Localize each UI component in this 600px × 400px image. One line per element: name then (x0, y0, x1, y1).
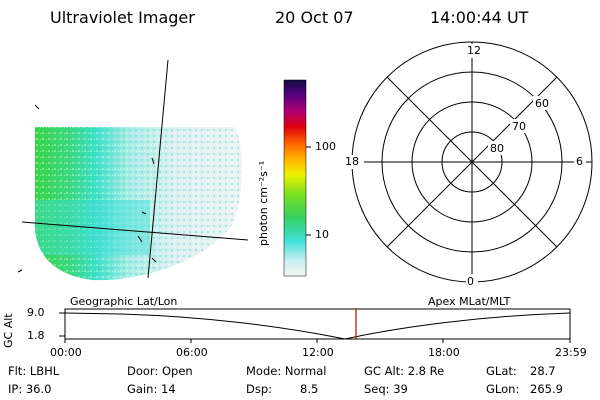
colorbar-tick-label: 100 (315, 140, 336, 153)
time-tick: 06:00 (176, 346, 208, 359)
gc-alt-curve (64, 312, 571, 340)
glon-label: GLon: (486, 382, 520, 396)
geographic-label: Geographic Lat/Lon (70, 295, 178, 308)
mlt-label-0: 0 (467, 275, 474, 288)
time-label: 14:00:44 UT (430, 8, 529, 27)
time-tick: 23:59 (555, 346, 587, 359)
lat-label-80: 80 (490, 142, 504, 155)
gc-alt-tick: 9.0 (27, 306, 45, 319)
lat-label-60: 60 (535, 97, 549, 110)
mlt-label-12: 12 (467, 44, 481, 57)
dsp-value: 8.5 (300, 382, 319, 396)
tick-mark (17, 269, 23, 273)
ip-info: IP: 36.0 (8, 382, 52, 396)
mlt-label-6: 6 (576, 155, 583, 168)
parallel-line (21, 221, 249, 241)
tick-mark (151, 157, 155, 165)
tick-mark (151, 257, 157, 263)
polar-plot (351, 41, 593, 283)
date-label: 20 Oct 07 (275, 8, 354, 27)
dsp-label: Dsp: (246, 382, 273, 396)
tick-mark (34, 104, 40, 110)
glat-value: 28.7 (530, 364, 556, 378)
colorbar-unit-label: photon cm⁻²s⁻¹ (257, 160, 270, 246)
lat-label-70: 70 (512, 120, 526, 133)
colorbar (283, 79, 307, 277)
gc-alt-info: GC Alt: 2.8 Re (364, 364, 445, 378)
gc-alt-axis-label: GC Alt (2, 313, 15, 348)
seq-info: Seq: 39 (364, 382, 408, 396)
filter-info: Flt: LBHL (8, 364, 60, 378)
door-info: Door: Open (127, 364, 193, 378)
auroral-image (35, 127, 243, 281)
time-tick: 18:00 (428, 346, 460, 359)
colorbar-tick-label: 10 (315, 228, 329, 241)
mlt-label-18: 18 (345, 155, 359, 168)
time-tick: 12:00 (302, 346, 334, 359)
gain-info: Gain: 14 (127, 382, 176, 396)
meridian-line (147, 59, 169, 279)
time-tick: 00:00 (50, 346, 82, 359)
tick-mark (137, 235, 143, 243)
timeline-plot (59, 308, 571, 343)
glon-value: 265.9 (530, 382, 563, 396)
instrument-title: Ultraviolet Imager (50, 8, 195, 27)
glat-label: GLat: (486, 364, 517, 378)
tick-mark (141, 211, 147, 215)
gc-alt-tick: 1.8 (27, 329, 45, 342)
mode-info: Mode: Normal (246, 364, 327, 378)
apex-label: Apex MLat/MLT (428, 295, 511, 308)
